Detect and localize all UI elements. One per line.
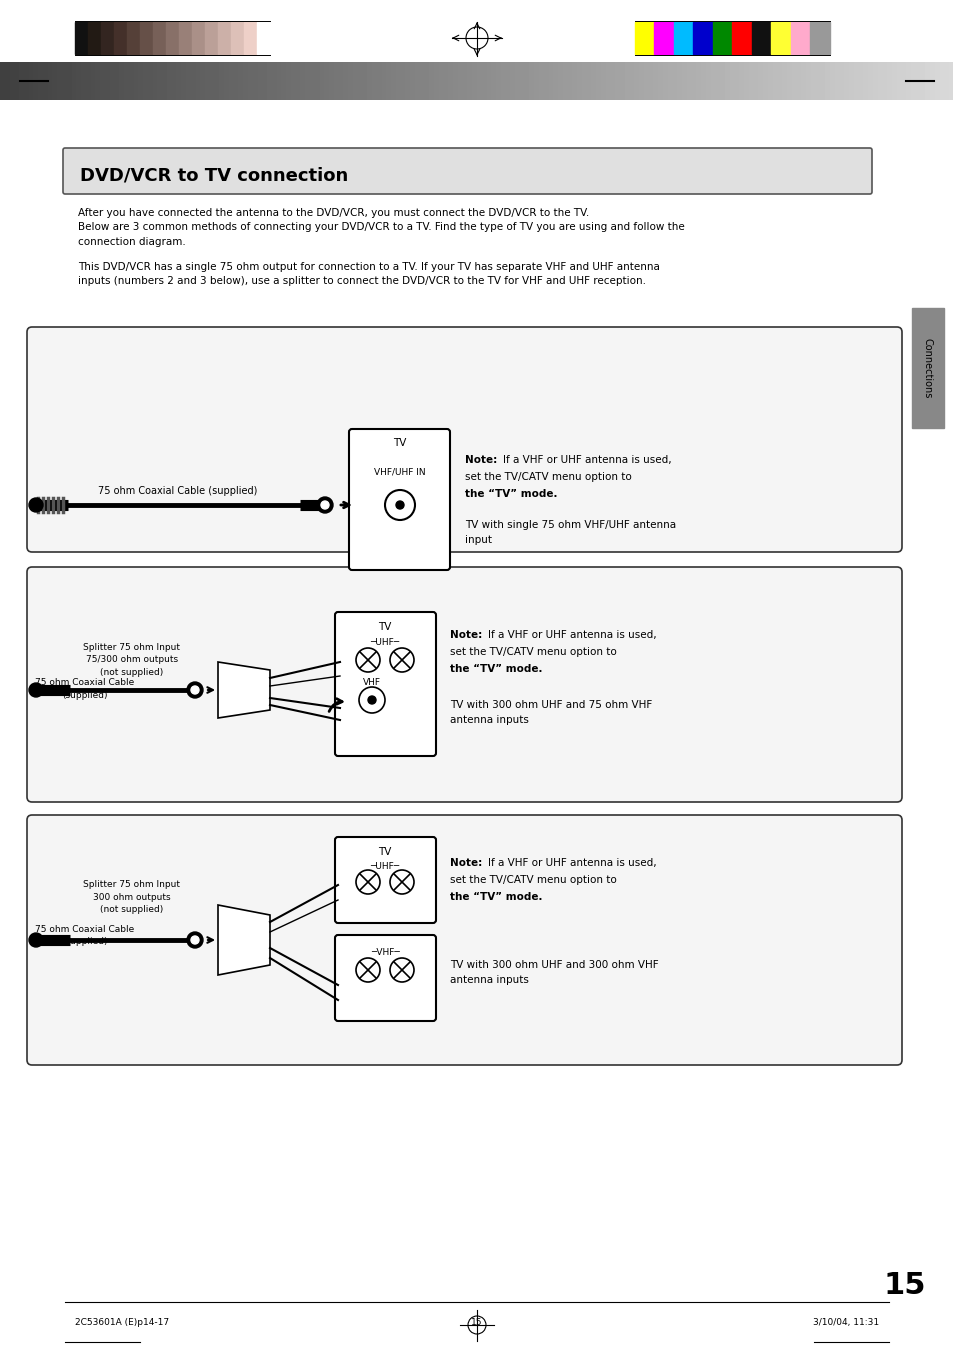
FancyBboxPatch shape <box>27 567 901 802</box>
Bar <box>712 22 732 54</box>
Circle shape <box>316 497 333 513</box>
Bar <box>256 22 270 54</box>
Text: This DVD/VCR has a single 75 ohm output for connection to a TV. If your TV has s: This DVD/VCR has a single 75 ohm output … <box>78 262 659 286</box>
Circle shape <box>29 684 43 697</box>
Bar <box>113 22 127 54</box>
Text: ─UHF─: ─UHF─ <box>370 638 399 647</box>
FancyBboxPatch shape <box>27 327 901 553</box>
Text: TV with single 75 ohm VHF/UHF antenna
input: TV with single 75 ohm VHF/UHF antenna in… <box>464 520 676 544</box>
Text: TV: TV <box>378 847 392 857</box>
FancyBboxPatch shape <box>335 935 436 1021</box>
Bar <box>810 22 829 54</box>
Text: set the TV/CATV menu option to: set the TV/CATV menu option to <box>450 875 616 885</box>
Text: ─UHF─: ─UHF─ <box>370 862 399 871</box>
Text: Splitter 75 ohm Input
75/300 ohm outputs
(not supplied): Splitter 75 ohm Input 75/300 ohm outputs… <box>84 643 180 677</box>
Text: the “TV” mode.: the “TV” mode. <box>450 663 542 674</box>
Polygon shape <box>218 905 270 975</box>
Text: set the TV/CATV menu option to: set the TV/CATV menu option to <box>450 647 616 657</box>
Bar <box>192 22 205 54</box>
Text: TV with 300 ohm UHF and 75 ohm VHF
antenna inputs: TV with 300 ohm UHF and 75 ohm VHF anten… <box>450 700 652 724</box>
Bar <box>673 22 693 54</box>
Text: Splitter 75 ohm Input
300 ohm outputs
(not supplied): Splitter 75 ohm Input 300 ohm outputs (n… <box>84 880 180 915</box>
Bar <box>152 22 166 54</box>
FancyBboxPatch shape <box>63 149 871 195</box>
Circle shape <box>368 696 375 704</box>
FancyBboxPatch shape <box>335 612 436 757</box>
Circle shape <box>395 501 403 509</box>
Text: Note:: Note: <box>450 630 482 640</box>
Text: the “TV” mode.: the “TV” mode. <box>464 489 557 499</box>
Text: TV: TV <box>378 621 392 632</box>
Bar <box>101 22 113 54</box>
Text: VHF: VHF <box>363 678 380 688</box>
Bar <box>205 22 218 54</box>
Bar <box>635 22 654 54</box>
Circle shape <box>191 936 199 944</box>
Bar <box>244 22 256 54</box>
Circle shape <box>191 686 199 694</box>
Bar <box>166 22 179 54</box>
Text: ─VHF─: ─VHF─ <box>370 948 399 957</box>
Bar <box>654 22 673 54</box>
Text: the “TV” mode.: the “TV” mode. <box>450 892 542 902</box>
Bar <box>231 22 244 54</box>
Text: 75 ohm Coaxial Cable
(supplied): 75 ohm Coaxial Cable (supplied) <box>35 925 134 947</box>
FancyBboxPatch shape <box>335 838 436 923</box>
Bar <box>751 22 771 54</box>
Text: Note:: Note: <box>450 858 482 867</box>
Text: TV with 300 ohm UHF and 300 ohm VHF
antenna inputs: TV with 300 ohm UHF and 300 ohm VHF ante… <box>450 961 658 985</box>
Bar <box>127 22 140 54</box>
Bar <box>140 22 152 54</box>
FancyBboxPatch shape <box>27 815 901 1065</box>
Bar <box>88 22 101 54</box>
Bar <box>771 22 790 54</box>
Text: 75 ohm Coaxial Cable (supplied): 75 ohm Coaxial Cable (supplied) <box>98 486 257 496</box>
FancyBboxPatch shape <box>349 430 450 570</box>
Bar <box>693 22 712 54</box>
Circle shape <box>29 499 43 512</box>
Text: set the TV/CATV menu option to: set the TV/CATV menu option to <box>464 471 631 482</box>
Text: 15: 15 <box>882 1270 925 1300</box>
Circle shape <box>187 682 203 698</box>
Polygon shape <box>218 662 270 717</box>
Text: DVD/VCR to TV connection: DVD/VCR to TV connection <box>80 166 348 184</box>
Text: 15: 15 <box>471 1319 482 1327</box>
Text: If a VHF or UHF antenna is used,: If a VHF or UHF antenna is used, <box>488 630 656 640</box>
Bar <box>179 22 192 54</box>
Bar <box>790 22 810 54</box>
Text: VHF/UHF IN: VHF/UHF IN <box>374 467 425 477</box>
Text: Connections: Connections <box>923 338 932 399</box>
Text: 3/10/04, 11:31: 3/10/04, 11:31 <box>812 1319 878 1327</box>
Text: Note:: Note: <box>464 455 497 465</box>
Circle shape <box>320 501 329 509</box>
Bar <box>75 22 88 54</box>
Bar <box>218 22 231 54</box>
Text: TV: TV <box>393 438 406 449</box>
Text: If a VHF or UHF antenna is used,: If a VHF or UHF antenna is used, <box>502 455 671 465</box>
Text: After you have connected the antenna to the DVD/VCR, you must connect the DVD/VC: After you have connected the antenna to … <box>78 208 684 247</box>
Text: 2C53601A (E)p14-17: 2C53601A (E)p14-17 <box>75 1319 169 1327</box>
Bar <box>911 308 943 428</box>
Text: 75 ohm Coaxial Cable
(supplied): 75 ohm Coaxial Cable (supplied) <box>35 678 134 700</box>
Circle shape <box>29 934 43 947</box>
Circle shape <box>187 932 203 948</box>
Text: If a VHF or UHF antenna is used,: If a VHF or UHF antenna is used, <box>488 858 656 867</box>
Bar <box>732 22 751 54</box>
